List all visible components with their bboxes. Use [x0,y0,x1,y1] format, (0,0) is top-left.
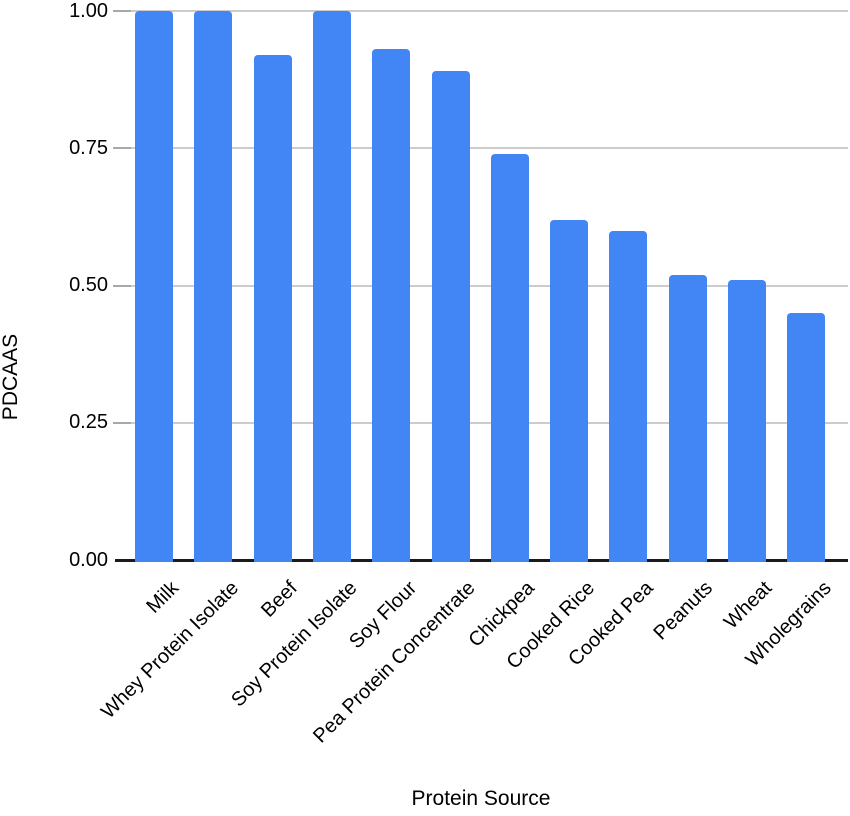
y-tick-label-0.25: 0.25 [69,411,108,434]
gridline-0.50 [115,284,848,287]
y-tick-label-0.75: 0.75 [69,136,108,159]
x-label-beef: Beef [257,577,303,622]
bar-milk [135,11,173,562]
bar-chickpea [490,153,529,562]
bar-cooked-pea [609,230,648,562]
x-axis-line [115,558,848,562]
bar-wholegrains [787,312,826,562]
y-tick-0.75 [113,147,131,150]
gridline-0.25 [115,421,848,424]
gridline-1.00 [115,10,848,12]
y-tick-label-0.50: 0.50 [69,274,108,296]
y-tick-label-1.00: 1.00 [69,0,108,22]
y-tick-0.25 [113,421,131,424]
bar-beef [253,54,292,562]
bar-soy-flour [372,49,411,562]
y-axis-title: PDCAAS [0,333,22,421]
y-tick-0.50 [113,284,131,287]
x-axis-title: Protein Source [411,787,551,810]
bar-wheat [728,280,766,562]
bar-peanuts [668,274,707,562]
x-label-peanuts: Peanuts [649,577,718,645]
bar-pea-protein-concentrate [431,71,470,562]
bar-cooked-rice [550,219,589,562]
x-label-milk: Milk [142,577,184,618]
y-tick-label-0.00: 0.00 [69,548,108,571]
x-label-wheat: Wheat [720,577,777,634]
y-tick-1.00 [113,10,131,12]
bar-soy-protein-isolate [312,11,351,562]
gridline-0.75 [115,147,848,150]
bar-whey-protein-isolate [194,11,233,562]
